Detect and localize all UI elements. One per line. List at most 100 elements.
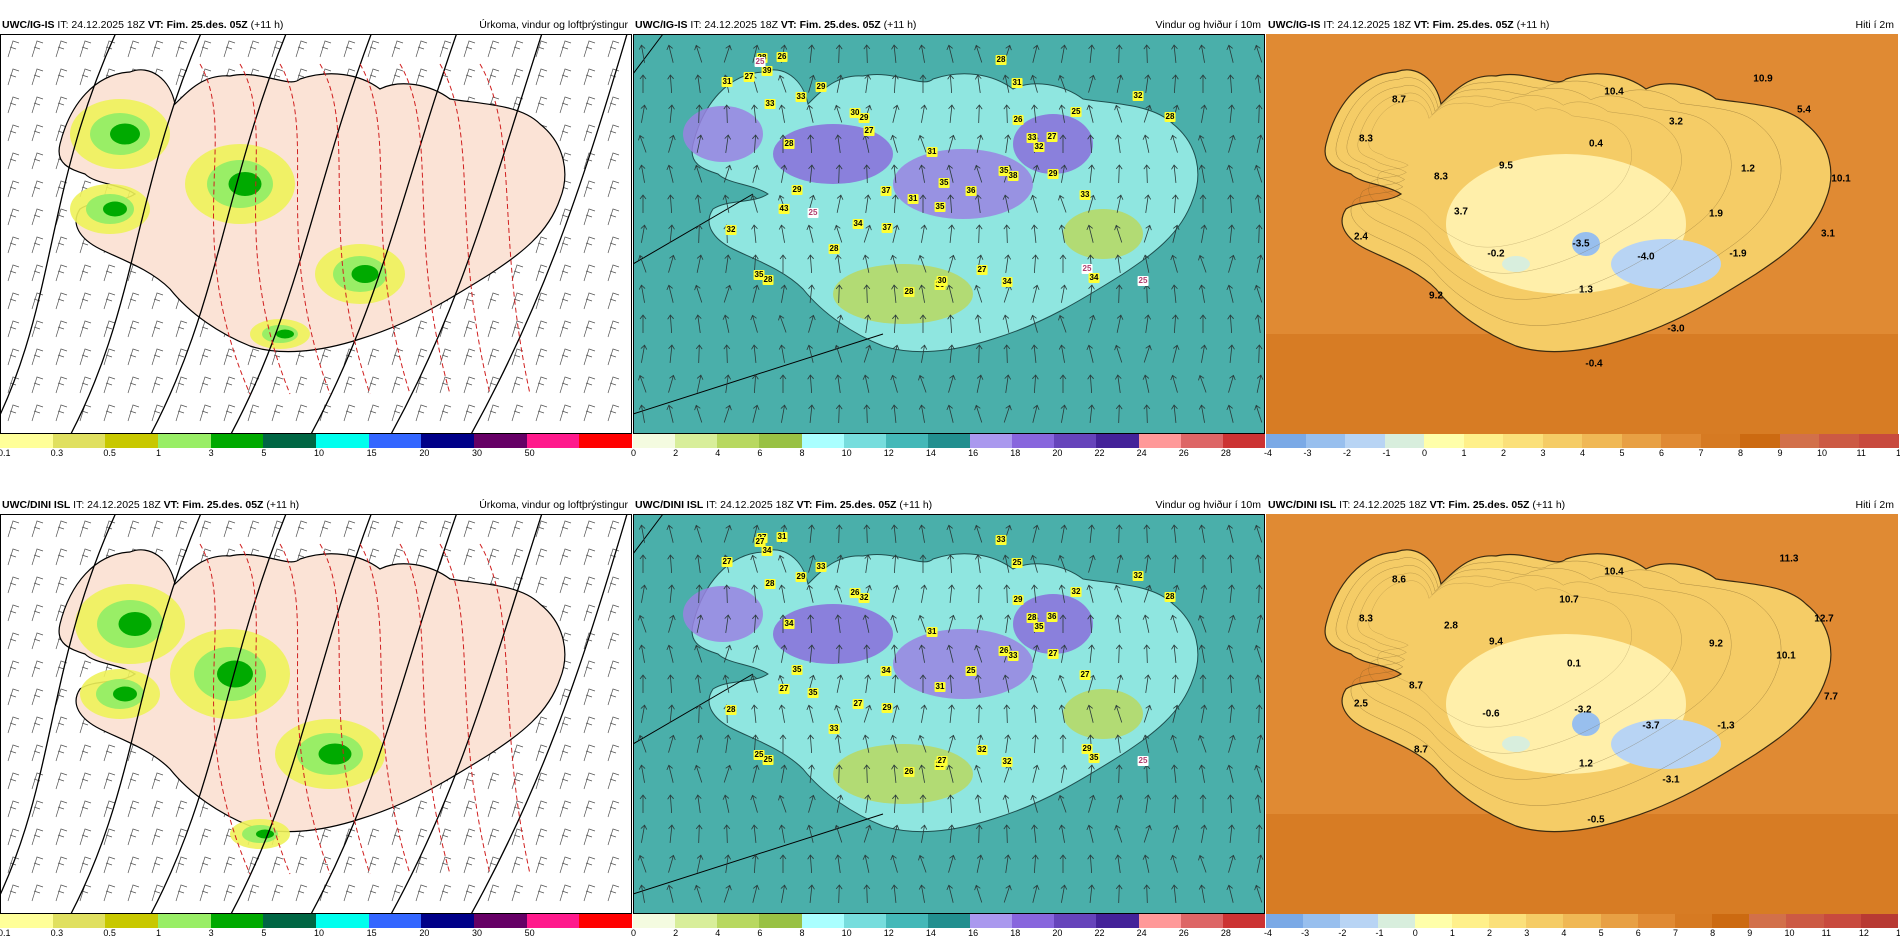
wind-barb bbox=[607, 96, 620, 114]
wind-barb bbox=[79, 320, 92, 338]
wind-barb bbox=[319, 40, 332, 58]
wind-arrow bbox=[723, 404, 732, 423]
wind-arrow bbox=[722, 194, 730, 213]
wind-barb bbox=[175, 884, 188, 902]
colorbar-tick-label: 0.1 bbox=[0, 448, 11, 458]
isotherm bbox=[1335, 77, 1782, 326]
colorbar-tick-label: 14 bbox=[925, 928, 936, 938]
wind-arrow bbox=[667, 74, 674, 94]
wind-arrow bbox=[974, 764, 983, 783]
colorbar-swatch bbox=[368, 434, 422, 448]
wind-arrow bbox=[890, 734, 898, 753]
panel-temp-igis: UWC/IG-IS IT: 24.12.2025 18Z VT: Fim. 25… bbox=[1264, 17, 1900, 458]
colorbar-swatch bbox=[1305, 434, 1346, 448]
temperature-label: 11.3 bbox=[1779, 553, 1799, 565]
gust-label: 32 bbox=[1132, 91, 1144, 101]
wind-barb bbox=[463, 548, 476, 566]
wind-arrow bbox=[808, 794, 816, 813]
wind-arrow bbox=[1226, 404, 1234, 423]
wind-arrow bbox=[1142, 854, 1150, 873]
colorbar-tick-label: 2 bbox=[673, 448, 679, 458]
wind-map: 25 37 36 25 27 43 33 28 28 25 32 37 35 32 29 28 28 33 39 38… bbox=[633, 34, 1265, 434]
wind-barb bbox=[103, 264, 116, 282]
wind-barb bbox=[55, 208, 68, 226]
wind-arrow bbox=[1198, 854, 1207, 873]
colorbar-swatch bbox=[105, 914, 159, 928]
wind-barb bbox=[79, 40, 92, 58]
wind-arrow bbox=[1143, 344, 1152, 363]
wind-arrow bbox=[723, 344, 731, 364]
gust-label: 33 bbox=[1079, 190, 1091, 200]
wind-arrow bbox=[919, 674, 927, 693]
wind-arrow bbox=[1198, 734, 1207, 753]
wind-arrow bbox=[918, 254, 927, 273]
wind-barb bbox=[583, 772, 596, 790]
wind-barb bbox=[127, 348, 140, 366]
wind-barb bbox=[151, 376, 164, 394]
wind-arrow bbox=[1254, 884, 1263, 903]
wind-barb bbox=[607, 576, 620, 594]
wind-arrow bbox=[638, 884, 646, 903]
temperature-label: 2.8 bbox=[1444, 620, 1458, 632]
sea-temperature bbox=[1266, 814, 1898, 914]
wind-arrow bbox=[920, 224, 928, 243]
colorbar-tick-label: 3 bbox=[208, 448, 214, 458]
wind-arrow bbox=[1172, 224, 1180, 243]
precip-core bbox=[276, 329, 294, 339]
colorbar-tick-label: 0 bbox=[1412, 928, 1418, 938]
wind-barb bbox=[511, 264, 524, 282]
colorbar-tick-label: 4 bbox=[1580, 448, 1586, 458]
wind-arrow bbox=[834, 134, 842, 153]
precip-core bbox=[318, 743, 352, 765]
wind-arrow bbox=[918, 854, 927, 873]
gust-label: 26 bbox=[849, 588, 861, 598]
wind-arrow bbox=[1059, 734, 1067, 753]
wind-barb bbox=[79, 348, 92, 366]
gust-label: 35 bbox=[807, 688, 819, 698]
wind-barb bbox=[463, 404, 476, 422]
model-name: UWC/DINI ISL bbox=[1268, 499, 1337, 511]
colorbar-tick-label: 6 bbox=[757, 928, 763, 938]
temperature-label: 8.3 bbox=[1434, 171, 1448, 183]
temp-contour bbox=[399, 63, 451, 395]
wind-arrow bbox=[1031, 704, 1038, 723]
wind-arrow bbox=[639, 554, 647, 573]
wind-barb bbox=[511, 404, 524, 422]
wind-barb bbox=[319, 348, 332, 366]
wind-barb bbox=[31, 716, 44, 734]
wind-barb bbox=[535, 376, 548, 394]
wind-arrow bbox=[695, 344, 703, 364]
wind-barb bbox=[535, 264, 548, 282]
wind-arrow bbox=[1032, 44, 1040, 63]
wind-arrow bbox=[1002, 554, 1010, 573]
temp-contour bbox=[239, 63, 291, 395]
panel-header: UWC/DINI ISL IT: 24.12.2025 18Z VT: Fim.… bbox=[633, 497, 1265, 513]
wind-barb bbox=[175, 828, 188, 846]
wind-arrow bbox=[1200, 704, 1208, 723]
colorbar-swatch bbox=[1222, 434, 1266, 448]
wind-arrow bbox=[666, 764, 674, 783]
wind-arrow bbox=[1254, 44, 1263, 63]
wind-arrow bbox=[724, 734, 732, 753]
temperature-label: 1.9 bbox=[1709, 208, 1723, 220]
wind-barb bbox=[247, 884, 260, 902]
gust-label: 35 bbox=[998, 166, 1010, 176]
wind-barb bbox=[7, 800, 20, 818]
gust-label: 27 bbox=[1046, 132, 1058, 142]
wind-arrow bbox=[974, 404, 983, 423]
wind-barb bbox=[535, 716, 548, 734]
isobar bbox=[390, 34, 543, 434]
wind-arrow bbox=[695, 224, 703, 244]
wind-speed-area bbox=[683, 586, 763, 642]
colorbar-swatch bbox=[526, 434, 580, 448]
wind-barb bbox=[463, 856, 476, 874]
wind-arrow bbox=[807, 734, 814, 754]
colorbar-tick-label: 3 bbox=[1540, 448, 1546, 458]
wind-arrow bbox=[1004, 374, 1012, 393]
temperature-label: -0.4 bbox=[1585, 358, 1603, 370]
temperature-label: 2.4 bbox=[1354, 231, 1368, 243]
colorbar-swatch bbox=[1786, 914, 1825, 928]
wind-barb bbox=[463, 800, 476, 818]
colorbar-swatch bbox=[1779, 434, 1820, 448]
wind-barb bbox=[175, 376, 188, 394]
